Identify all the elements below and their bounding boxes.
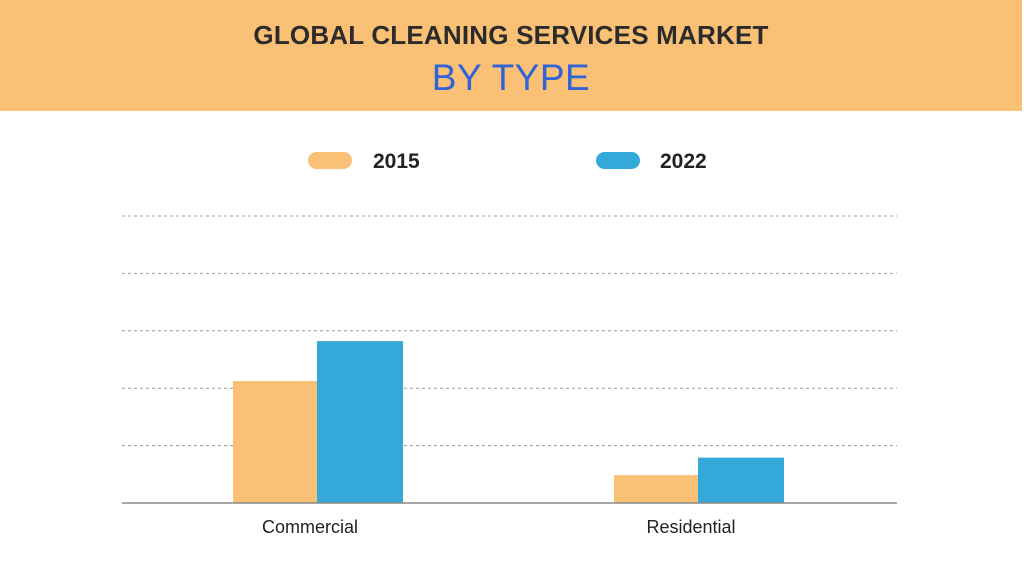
title-banner: GLOBAL CLEANING SERVICES MARKET BY TYPE [0, 0, 1022, 111]
bar-residential-2022 [698, 457, 784, 503]
bar-residential-2015 [614, 475, 700, 503]
legend-label-2015: 2015 [373, 150, 420, 173]
category-labels: Commercial Residential [262, 517, 736, 537]
legend: 2015 2022 [308, 150, 707, 173]
bar-commercial-2015 [233, 381, 319, 503]
category-label-commercial: Commercial [262, 517, 358, 537]
category-label-residential: Residential [646, 517, 735, 537]
chart-subtitle: BY TYPE [431, 57, 591, 98]
legend-swatch-2015 [308, 152, 352, 169]
bars [233, 341, 784, 503]
legend-swatch-2022 [596, 152, 640, 169]
legend-label-2022: 2022 [660, 150, 707, 173]
bar-commercial-2022 [317, 341, 403, 503]
chart-title: GLOBAL CLEANING SERVICES MARKET [253, 20, 769, 50]
